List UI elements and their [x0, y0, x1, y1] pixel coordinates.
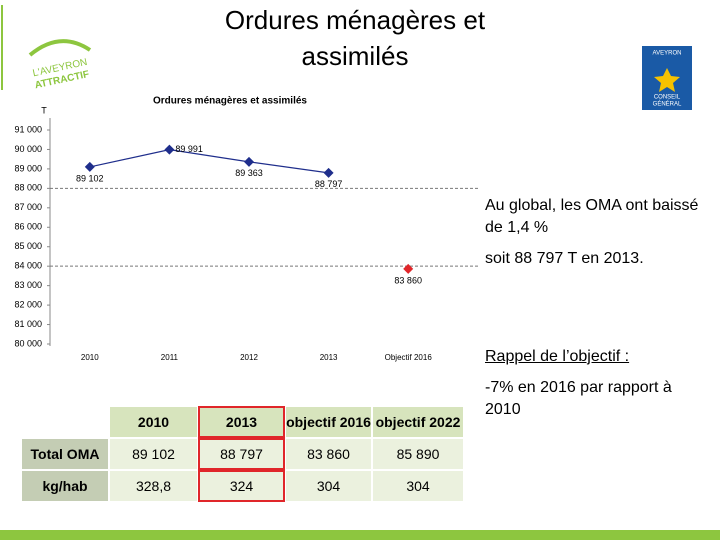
note: Rappel de l’objectif :	[485, 348, 630, 365]
marker	[323, 167, 334, 178]
chart-title: Ordures ménagères et assimilés	[153, 96, 307, 107]
cell: 88 797	[197, 437, 286, 471]
logo-text: CONSEIL	[654, 95, 681, 101]
left-logo: L'AVEYRON ATTRACTIF	[28, 39, 92, 91]
row-label: Total OMA	[20, 437, 110, 471]
col-header: 2013	[197, 405, 286, 439]
logo-text: GÉNÉRAL	[653, 101, 682, 108]
right-logo: AVEYRON CONSEIL GÉNÉRAL	[642, 46, 692, 110]
y-axis-label: T	[41, 105, 47, 115]
y-tick-label: 83 000	[14, 280, 42, 290]
cell: 324	[197, 469, 286, 503]
col-header: objectif 2016	[284, 405, 373, 439]
row-label: kg/hab	[20, 469, 110, 503]
y-tick-label: 91 000	[14, 124, 42, 134]
cell: 304	[371, 469, 465, 503]
x-tick-label: 2010	[81, 353, 99, 362]
col-header: objectif 2022	[371, 405, 465, 439]
marker	[403, 263, 414, 274]
footer-bar	[0, 530, 720, 540]
cell: 328,8	[108, 469, 199, 503]
x-tick-label: 2011	[161, 353, 179, 362]
x-tick-label: Objectif 2016	[385, 353, 433, 362]
y-tick-label: 84 000	[14, 261, 42, 271]
cell: 89 102	[108, 437, 199, 471]
y-tick-label: 87 000	[14, 202, 42, 212]
data-label: 89 102	[76, 173, 104, 183]
y-tick-label: 90 000	[14, 144, 42, 154]
y-tick-label: 80 000	[14, 338, 42, 348]
data-label: 89 991	[175, 144, 203, 154]
data-label: 88 797	[315, 179, 343, 189]
data-label: 83 860	[394, 275, 422, 285]
logo-text: AVEYRON	[653, 51, 682, 57]
data-label: 89 363	[235, 168, 263, 178]
cell: 304	[284, 469, 373, 503]
x-tick-label: 2012	[240, 353, 258, 362]
marker	[164, 144, 175, 155]
y-tick-label: 88 000	[14, 183, 42, 193]
data-table: 2010 2013 objectif 2016 objectif 2022 To…	[20, 405, 465, 503]
y-tick-label: 81 000	[14, 319, 42, 329]
y-tick-label: 82 000	[14, 299, 42, 309]
y-tick-label: 86 000	[14, 222, 42, 232]
col-header: 2010	[108, 405, 199, 439]
note: Au global, les OMA ont baissé de 1,4 %	[485, 197, 699, 236]
line	[89, 149, 329, 174]
x-tick-label: 2013	[320, 353, 338, 362]
marker	[84, 161, 95, 172]
cell: 85 890	[371, 437, 465, 471]
cell: 83 860	[284, 437, 373, 471]
corner	[20, 405, 110, 439]
slide-title: Ordures ménagères et assimilés	[225, 5, 486, 71]
marker	[244, 156, 254, 167]
note: soit 88 797 T en 2013.	[485, 250, 644, 267]
y-tick-label: 85 000	[14, 241, 42, 251]
y-tick-label: 89 000	[14, 163, 42, 173]
note: -7% en 2016 par rapport à 2010	[485, 379, 672, 418]
